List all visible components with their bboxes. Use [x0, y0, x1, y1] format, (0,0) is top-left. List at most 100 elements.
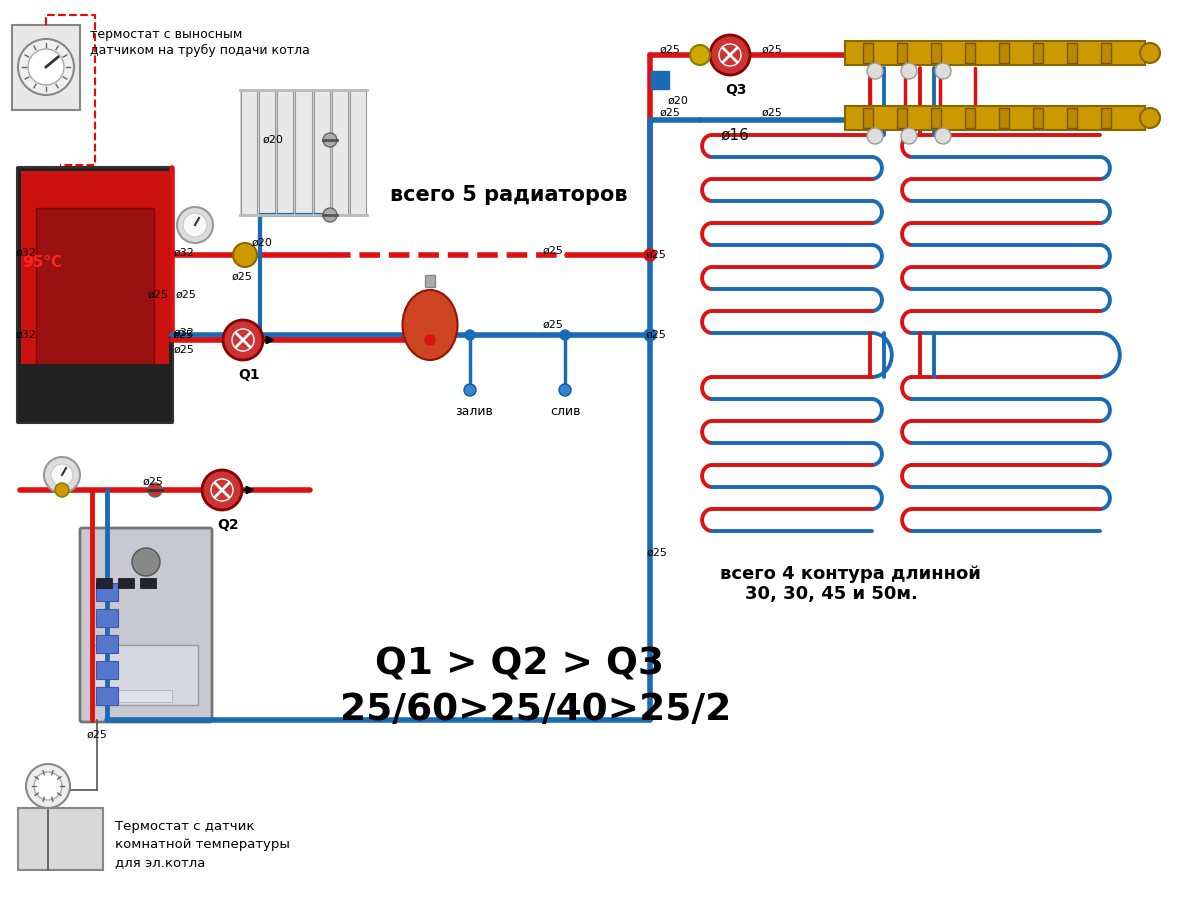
Text: комнатной температуры: комнатной температуры — [115, 838, 290, 851]
Circle shape — [900, 63, 917, 79]
Circle shape — [44, 457, 80, 493]
Circle shape — [1140, 43, 1159, 63]
Bar — [897, 108, 906, 128]
Text: ø25: ø25 — [646, 330, 667, 340]
Text: ø25: ø25 — [543, 320, 564, 330]
Text: ø25: ø25 — [659, 45, 681, 55]
Text: ø25: ø25 — [173, 330, 194, 340]
Text: залив: залив — [454, 405, 493, 418]
Bar — [965, 43, 975, 63]
Bar — [96, 583, 118, 601]
Circle shape — [559, 384, 571, 396]
Circle shape — [211, 479, 233, 501]
Circle shape — [867, 63, 882, 79]
Circle shape — [183, 213, 207, 237]
Circle shape — [52, 464, 73, 486]
FancyBboxPatch shape — [17, 167, 173, 423]
Text: ø25: ø25 — [647, 548, 668, 558]
Circle shape — [34, 772, 62, 800]
Bar — [424, 275, 435, 287]
Text: ø25: ø25 — [659, 108, 681, 118]
Circle shape — [424, 335, 435, 345]
Bar — [930, 43, 941, 63]
Text: для эл.котла: для эл.котла — [115, 856, 205, 869]
Circle shape — [644, 329, 656, 341]
Bar — [96, 635, 118, 653]
Circle shape — [323, 208, 337, 222]
Text: ø25: ø25 — [88, 730, 108, 740]
Bar — [96, 609, 118, 627]
Bar — [1101, 108, 1111, 128]
Circle shape — [719, 44, 741, 66]
Bar — [965, 108, 975, 128]
Text: Термостат с датчик: Термостат с датчик — [115, 820, 254, 833]
Circle shape — [223, 320, 263, 360]
Circle shape — [233, 243, 257, 267]
Circle shape — [935, 128, 951, 144]
Circle shape — [323, 133, 337, 147]
Text: ø25: ø25 — [231, 272, 253, 282]
Bar — [999, 43, 1010, 63]
Bar — [295, 90, 312, 215]
Circle shape — [55, 483, 70, 497]
Circle shape — [867, 128, 882, 144]
Text: ø25: ø25 — [143, 477, 164, 487]
Text: всего 4 контура длинной: всего 4 контура длинной — [721, 565, 981, 583]
Bar — [1034, 43, 1043, 63]
Ellipse shape — [403, 290, 458, 360]
Text: 25/60>25/40>25/2: 25/60>25/40>25/2 — [341, 692, 731, 728]
Text: ø16: ø16 — [721, 128, 748, 143]
Bar — [96, 687, 118, 705]
Text: 95°C: 95°C — [22, 255, 62, 270]
Bar — [332, 90, 348, 215]
Bar — [94, 645, 198, 705]
Circle shape — [147, 483, 162, 497]
Circle shape — [231, 329, 254, 351]
Circle shape — [28, 49, 64, 85]
FancyBboxPatch shape — [80, 528, 212, 722]
Bar — [863, 43, 873, 63]
Text: ø32: ø32 — [174, 328, 195, 338]
Text: термостат с выносным: термостат с выносным — [90, 28, 242, 41]
Bar — [1101, 43, 1111, 63]
Bar — [845, 41, 1145, 65]
Circle shape — [900, 128, 917, 144]
Bar — [241, 90, 257, 215]
Bar — [999, 108, 1010, 128]
Text: Q3: Q3 — [725, 83, 747, 97]
Bar — [314, 90, 330, 215]
Circle shape — [689, 45, 710, 65]
Text: Q2: Q2 — [217, 518, 239, 532]
Text: ø32: ø32 — [16, 248, 37, 258]
Text: ø20: ø20 — [263, 135, 284, 145]
Text: всего 5 радиаторов: всего 5 радиаторов — [390, 185, 627, 205]
Bar — [1067, 43, 1077, 63]
Text: ø25: ø25 — [174, 345, 195, 355]
Circle shape — [710, 35, 751, 75]
Circle shape — [132, 548, 159, 576]
Bar — [36, 208, 153, 402]
Bar — [897, 43, 906, 63]
Text: ø20: ø20 — [668, 96, 689, 106]
Text: Q1: Q1 — [237, 368, 260, 382]
Circle shape — [560, 330, 570, 340]
Text: Q1 > Q2 > Q3: Q1 > Q2 > Q3 — [375, 647, 664, 683]
Text: ø25: ø25 — [147, 290, 169, 300]
Bar — [277, 90, 294, 215]
Circle shape — [177, 207, 213, 243]
Bar — [22, 364, 169, 419]
Bar — [1067, 108, 1077, 128]
Circle shape — [26, 764, 70, 808]
Text: ø25: ø25 — [763, 108, 783, 118]
Text: ø25: ø25 — [646, 250, 667, 260]
Bar — [845, 106, 1145, 130]
Text: ø32: ø32 — [16, 330, 37, 340]
Text: ø20: ø20 — [252, 238, 273, 248]
Bar — [863, 108, 873, 128]
Circle shape — [465, 330, 475, 340]
Circle shape — [1140, 108, 1159, 128]
Circle shape — [935, 63, 951, 79]
Circle shape — [201, 470, 242, 510]
Bar — [96, 661, 118, 679]
Bar — [96, 578, 112, 588]
